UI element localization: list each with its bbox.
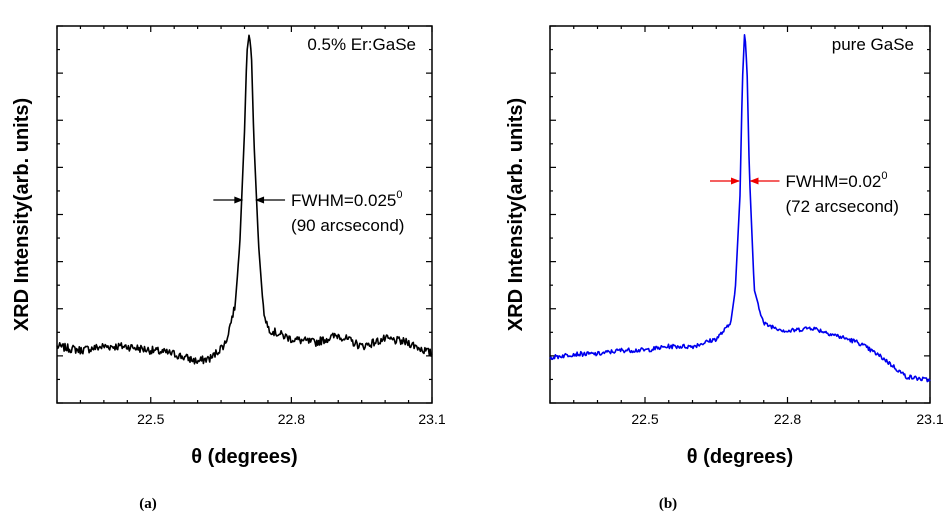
x-tick-label: 23.1 <box>418 411 445 427</box>
fwhm-value: FWHM=0.025 <box>291 191 396 210</box>
fwhm-arrowhead-left <box>731 177 740 185</box>
fwhm-arcsecond-label: (72 arcsecond) <box>786 197 899 216</box>
chart-panel-a: 22.5 22.8 23.1 θ (degrees) XRD Intensity(arb… <box>11 25 446 512</box>
fwhm-label: FWHM=0.0250 <box>291 189 402 210</box>
chart-panel-b: 22.5 22.8 23.1 θ (degrees) XRD Intensity(arb… <box>505 25 944 512</box>
x-tick-label: 23.1 <box>916 411 943 427</box>
y-axis-title: XRD Intensity(arb. units) <box>505 98 527 331</box>
fwhm-label: FWHM=0.020 <box>786 170 888 191</box>
x-tick-label: 22.5 <box>631 411 658 427</box>
panel-label: (b) <box>659 496 677 512</box>
y-axis-title: XRD Intensity(arb. units) <box>11 98 33 331</box>
plot-frame <box>56 25 433 404</box>
data-line <box>56 34 433 365</box>
x-tick-label: 22.8 <box>774 411 801 427</box>
fwhm-arrowhead-right <box>255 196 265 204</box>
fwhm-arrowhead-left <box>234 196 244 204</box>
x-axis-title: θ (degrees) <box>687 446 793 468</box>
fwhm-value: FWHM=0.02 <box>786 172 882 191</box>
fwhm-arrowhead-right <box>749 177 759 185</box>
data-line <box>549 34 931 383</box>
x-tick-label: 22.8 <box>278 411 305 427</box>
legend-label: 0.5% Er:GaSe <box>307 35 416 54</box>
panel-label: (a) <box>139 496 157 512</box>
fwhm-degree-superscript: 0 <box>881 170 887 182</box>
fwhm-degree-superscript: 0 <box>396 189 402 201</box>
x-axis-title: θ (degrees) <box>191 446 297 468</box>
legend-label: pure GaSe <box>832 35 914 54</box>
fwhm-arcsecond-label: (90 arcsecond) <box>291 216 404 235</box>
x-tick-label: 22.5 <box>137 411 164 427</box>
